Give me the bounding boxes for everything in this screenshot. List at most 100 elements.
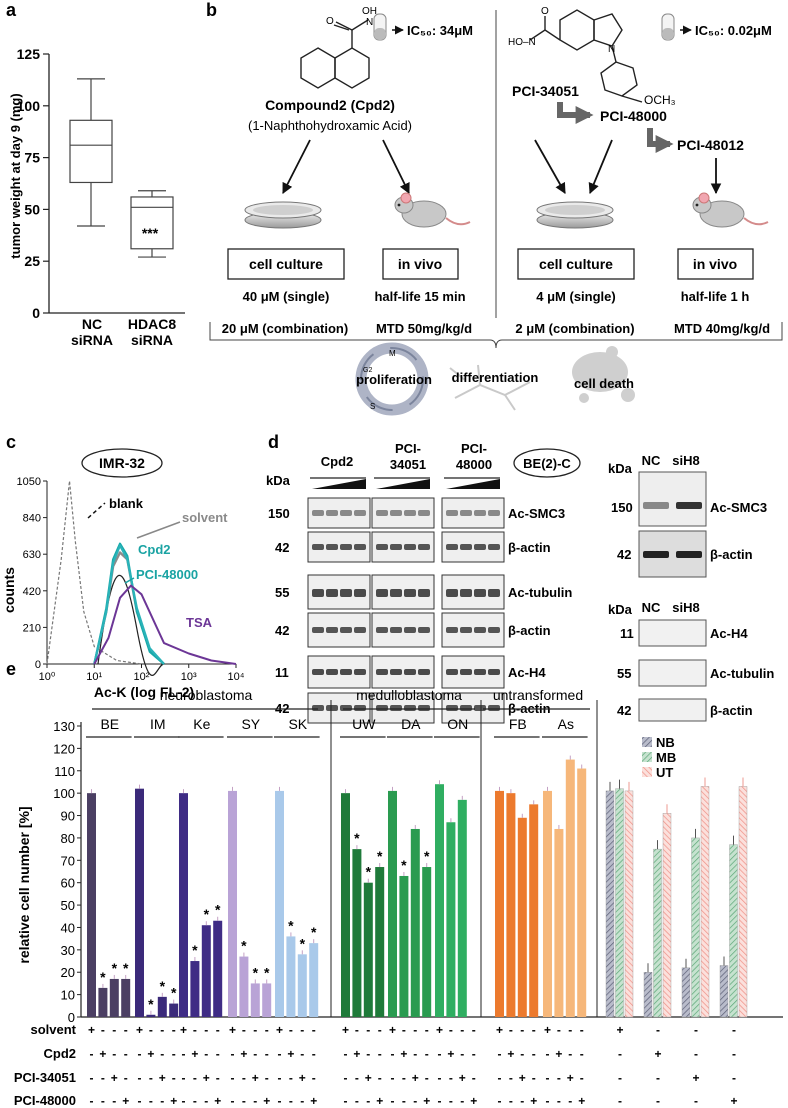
- summary-treatment-mark: +: [692, 1071, 699, 1085]
- significance-star: *: [204, 906, 210, 922]
- treatment-mark: -: [231, 1094, 235, 1108]
- treatment-mark: -: [520, 1094, 524, 1108]
- cell-culture-left-label: cell culture: [249, 256, 323, 272]
- blot-band: [418, 510, 430, 516]
- panel-a-ylabel: tumor weight at day 9 (mg): [8, 93, 23, 258]
- e-ytick-label: 50: [61, 898, 75, 913]
- summary-treatment-mark: -: [656, 1094, 660, 1108]
- treatment-mark: -: [193, 1071, 197, 1085]
- blot-band: [418, 589, 430, 597]
- blot-kda-label: 11: [275, 665, 289, 680]
- cell-line-oval: [513, 448, 581, 478]
- blot-band: [376, 510, 388, 516]
- cell-cycle-icon: M G2 S: [355, 342, 429, 416]
- bar-fb: [529, 804, 539, 1017]
- left-single: 40 μM (single): [243, 289, 330, 304]
- treatment-mark: -: [204, 1094, 208, 1108]
- significance-star: *: [424, 848, 430, 864]
- treatment-mark: -: [344, 1071, 348, 1085]
- panel-label-a: a: [6, 0, 17, 20]
- e-ytick-label: 20: [61, 965, 75, 980]
- treatment-mark: -: [124, 1023, 128, 1037]
- blot-band: [354, 627, 366, 633]
- treatment-mark: -: [300, 1023, 304, 1037]
- blot-band: [326, 669, 338, 675]
- blot-band: [488, 627, 500, 633]
- significance-star: *: [100, 969, 106, 985]
- concentration-wedge: [446, 479, 500, 489]
- compound-subtitle: (1-Naphthohydroxamic Acid): [248, 118, 412, 133]
- treatment-mark: -: [216, 1023, 220, 1037]
- cpd2-oh: OH: [362, 6, 377, 17]
- treatment-mark: -: [344, 1047, 348, 1061]
- treatment-mark: -: [532, 1023, 536, 1037]
- treatment-mark: +: [180, 1023, 187, 1037]
- c-ytick-label: 0: [35, 659, 41, 671]
- bar-as: [577, 768, 587, 1017]
- legend-swatch-ut: [642, 767, 652, 777]
- panel-label-c: c: [6, 432, 16, 452]
- treatment-mark: +: [147, 1047, 154, 1061]
- cycle-m: M: [389, 349, 396, 358]
- treatment-mark: -: [265, 1071, 269, 1085]
- treatment-mark: -: [460, 1023, 464, 1037]
- summary-treatment-mark: +: [730, 1094, 737, 1108]
- blot-band: [474, 669, 486, 675]
- right-bottom-blot-3: [638, 698, 707, 722]
- petri-dish-left: [244, 201, 322, 229]
- treatment-mark: -: [402, 1094, 406, 1108]
- blot-band: [446, 627, 458, 633]
- blot-band: [474, 705, 486, 711]
- summary-treatment-mark: -: [618, 1047, 622, 1061]
- treatment-mark: -: [498, 1071, 502, 1085]
- e-ytick-label: 40: [61, 920, 75, 935]
- treatment-mark: +: [530, 1094, 537, 1108]
- proliferation-label: proliferation: [356, 372, 432, 387]
- treatment-row-label: PCI-48000: [14, 1093, 76, 1108]
- summary-bar-ut: [624, 790, 634, 1018]
- treatment-mark: +: [365, 1071, 372, 1085]
- panel-d-head-34051-b: 34051: [390, 457, 426, 472]
- treatment-mark: -: [532, 1047, 536, 1061]
- panel-a-yticks: 0 25 50 75 100 125: [17, 46, 49, 321]
- panel-a-group2-line2: siRNA: [131, 332, 173, 348]
- treatment-mark: -: [160, 1047, 164, 1061]
- blot-band: [460, 510, 472, 516]
- e-ytick-label: 100: [53, 786, 75, 801]
- bar-on: [446, 822, 456, 1017]
- cell-culture-right-label: cell culture: [539, 256, 613, 272]
- treatment-mark: +: [122, 1094, 129, 1108]
- blot-band: [488, 510, 500, 516]
- treatment-mark: -: [101, 1071, 105, 1085]
- panel-a-significance: ***: [142, 225, 159, 241]
- treatment-mark: -: [253, 1047, 257, 1061]
- cell-line-label: IM: [150, 716, 166, 732]
- significance-star: *: [377, 848, 383, 864]
- treatment-mark: -: [138, 1071, 142, 1085]
- differentiation-label: differentiation: [452, 370, 539, 385]
- cell-line-label: UW: [352, 716, 376, 732]
- blot-band: [460, 705, 472, 711]
- treatment-mark: +: [470, 1094, 477, 1108]
- treatment-row-label: PCI-34051: [14, 1070, 76, 1085]
- c-ytick-label: 840: [23, 513, 41, 525]
- summary-bar-mb: [653, 848, 662, 1018]
- c-ytick-label: 210: [23, 622, 41, 634]
- significance-star: *: [288, 917, 294, 933]
- treatment-mark: -: [101, 1094, 105, 1108]
- blot-kda-label: 55: [275, 585, 289, 600]
- cell-death-icon: [572, 346, 635, 403]
- treatment-mark: +: [578, 1094, 585, 1108]
- summary-bar-nb: [681, 967, 691, 1018]
- summary-bar-nb: [605, 790, 615, 1018]
- bar-sk: [297, 954, 307, 1017]
- panel-d-wedges: [310, 477, 500, 489]
- treatment-mark: +: [555, 1047, 562, 1061]
- treatment-mark: +: [412, 1071, 419, 1085]
- cycle-s: S: [370, 402, 375, 411]
- treatment-mark: -: [172, 1071, 176, 1085]
- c-xtick-label: 10³: [181, 671, 197, 683]
- cell-line-label: DA: [401, 716, 421, 732]
- summary-treatment-mark: -: [656, 1023, 660, 1037]
- treatment-mark: -: [312, 1023, 316, 1037]
